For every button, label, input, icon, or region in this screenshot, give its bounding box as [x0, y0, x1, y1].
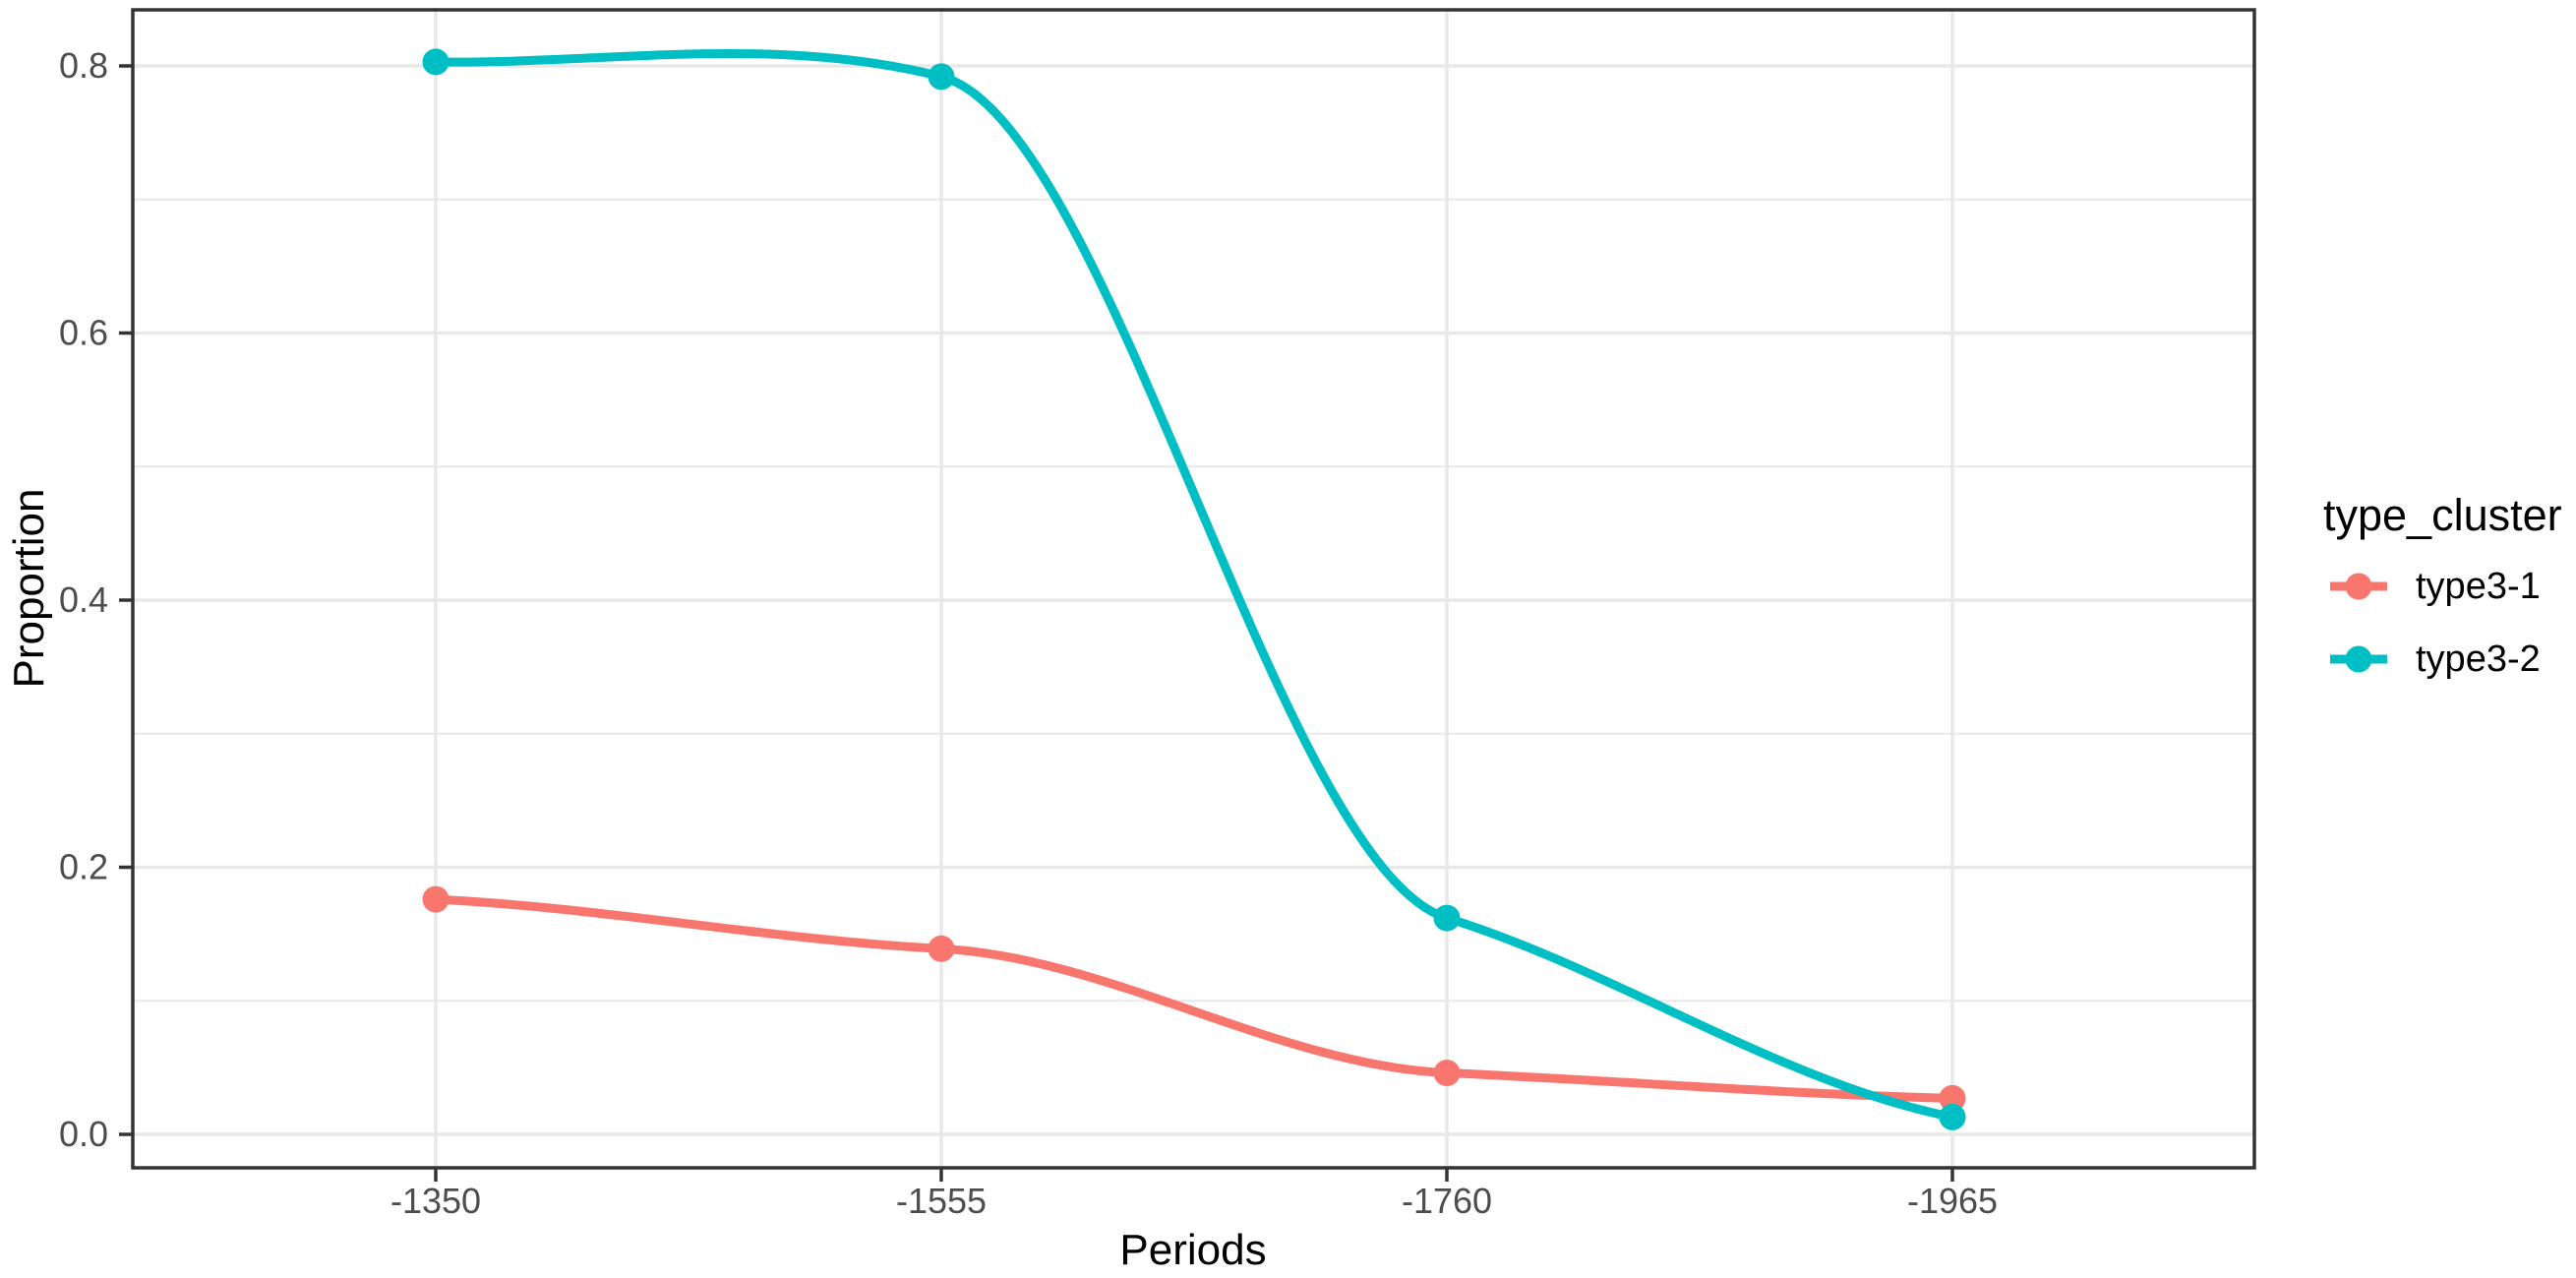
x-tick-label: -1760 — [1402, 1181, 1492, 1221]
y-tick-labels: 0.0 0.2 0.4 0.6 0.8 — [59, 45, 108, 1154]
grid-minor — [133, 198, 2254, 1003]
panel-border-group — [131, 8, 2256, 1170]
y-tick-label: 0.6 — [59, 313, 108, 353]
legend-item: type3-1 — [2327, 565, 2541, 608]
data-point-type3-2 — [928, 63, 955, 91]
axis-ticks — [119, 64, 1954, 1182]
data-point-type3-2 — [422, 48, 449, 76]
data-point-type3-1 — [1433, 1060, 1461, 1087]
series-line-type3-2 — [431, 49, 1957, 1122]
x-tick-label: -1555 — [896, 1181, 987, 1221]
y-tick-label: 0.2 — [59, 847, 108, 887]
data-points — [422, 48, 1966, 1130]
grid-major — [133, 10, 2254, 1168]
y-axis-title: Proportion — [5, 488, 53, 689]
x-tick-label: -1350 — [390, 1181, 481, 1221]
legend-label: type3-2 — [2416, 639, 2541, 680]
data-point-type3-2 — [1433, 904, 1461, 932]
series-line-type3-1 — [431, 894, 1957, 1103]
legend-label: type3-1 — [2416, 566, 2541, 607]
y-tick-label: 0.4 — [59, 579, 108, 620]
series-lines — [431, 49, 1957, 1122]
x-tick-labels: -1350 -1555 -1760 -1965 — [390, 1181, 1998, 1221]
legend-key-line-dot-icon — [2330, 645, 2387, 673]
y-tick-label: 0.0 — [59, 1114, 108, 1154]
data-point-type3-1 — [1939, 1084, 1966, 1112]
data-point-type3-1 — [422, 885, 449, 913]
x-axis-title: Periods — [1119, 1226, 1267, 1274]
legend-title: type_cluster — [2323, 490, 2562, 540]
x-tick-label: -1965 — [1907, 1181, 1998, 1221]
y-tick-label: 0.8 — [59, 45, 108, 86]
legend-item: type3-2 — [2327, 638, 2541, 681]
data-point-type3-1 — [928, 935, 955, 962]
legend-key-line-dot-icon — [2330, 573, 2387, 600]
data-point-type3-2 — [1939, 1103, 1966, 1130]
